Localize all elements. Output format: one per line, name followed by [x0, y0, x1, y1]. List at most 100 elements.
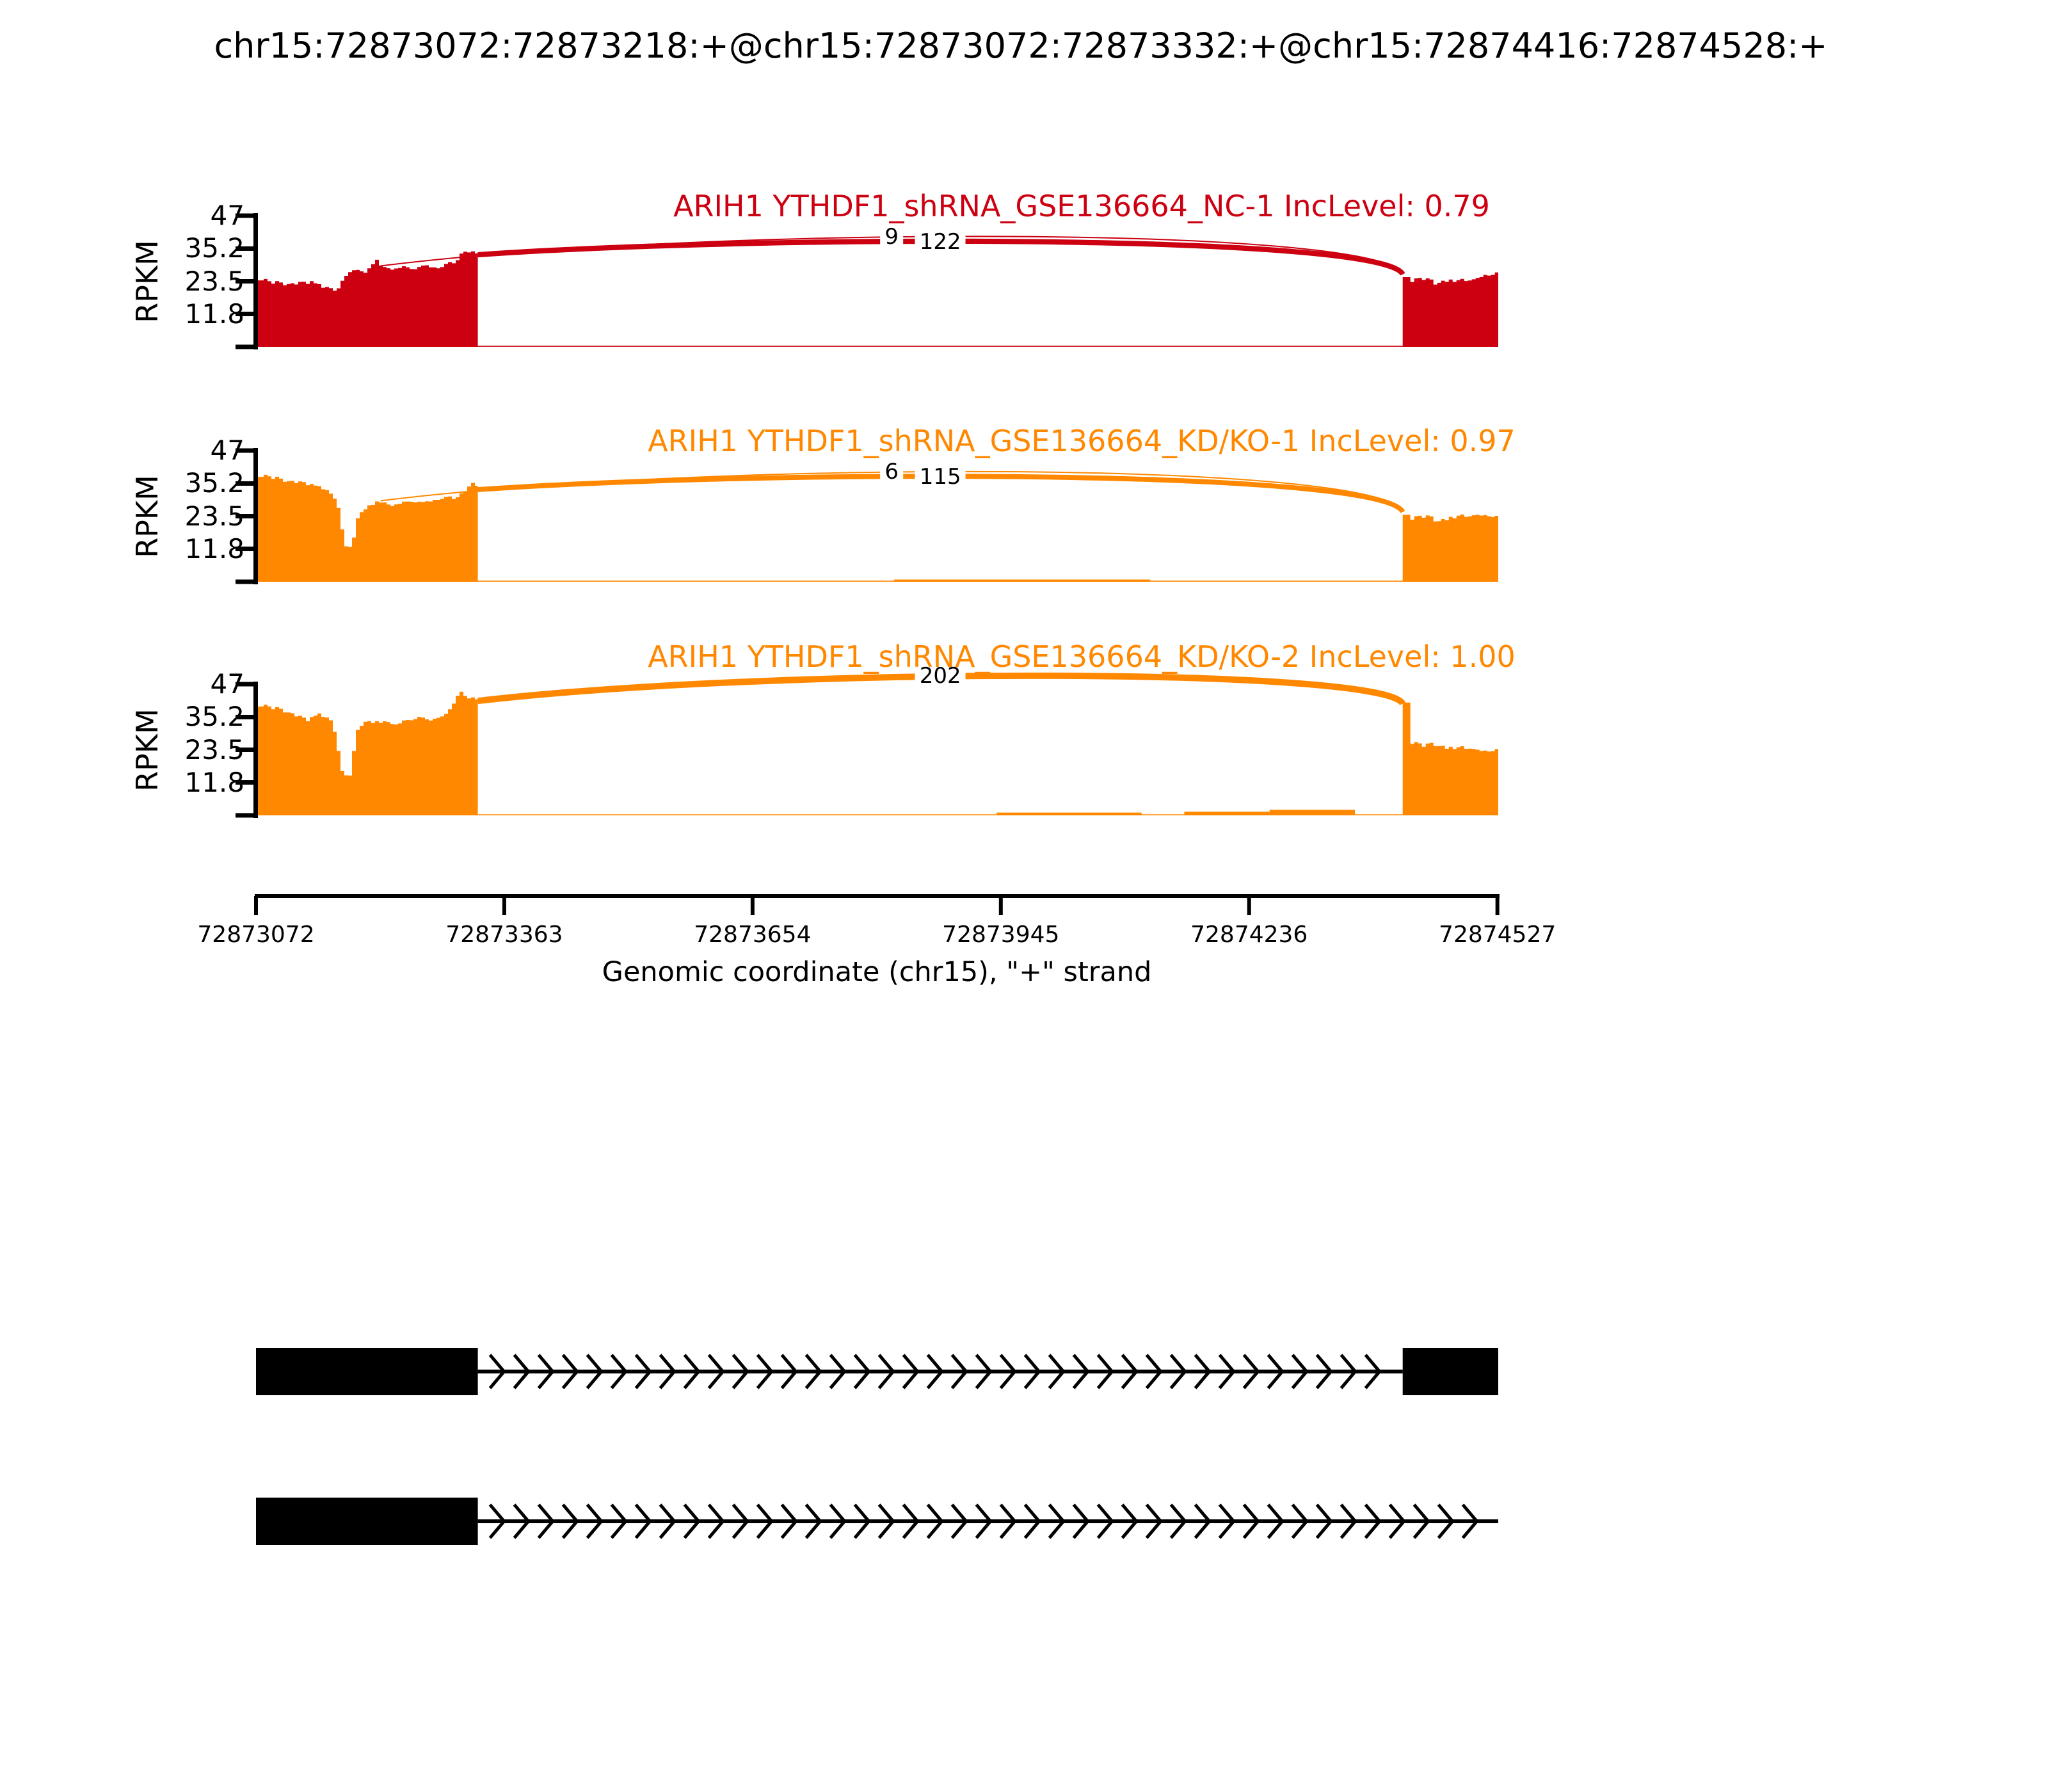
x-tick-label: 72873363	[445, 922, 563, 948]
junction-count: 202	[915, 663, 966, 688]
y-axis-tick	[236, 682, 253, 687]
y-tick-label: 35.2	[184, 467, 244, 499]
junction-arc	[477, 672, 1406, 706]
x-axis-tick	[1247, 896, 1251, 915]
y-axis-tick	[236, 344, 253, 349]
y-axis-tick	[236, 514, 253, 518]
strand-direction-chevron	[829, 1503, 847, 1539]
strand-direction-chevron	[1291, 1503, 1309, 1539]
y-axis-title: RPKM	[130, 239, 164, 323]
y-tick-label: 23.5	[184, 265, 244, 297]
strand-direction-chevron	[1145, 1354, 1163, 1389]
strand-direction-chevron	[561, 1503, 579, 1539]
y-axis-spine	[253, 213, 258, 349]
strand-direction-chevron	[610, 1354, 628, 1389]
y-tick-label: 11.8	[184, 532, 244, 564]
coverage-area-left-exon	[256, 251, 478, 347]
strand-direction-chevron	[975, 1503, 993, 1539]
strand-direction-chevron	[683, 1354, 701, 1389]
transcript-exon	[256, 1498, 478, 1545]
y-tick-label: 11.8	[184, 766, 244, 798]
y-axis-tick	[236, 547, 253, 552]
coverage-area-left-exon	[256, 691, 478, 815]
x-tick-label: 72874236	[1190, 922, 1308, 948]
strand-direction-chevron	[513, 1503, 531, 1539]
strand-direction-chevron	[780, 1354, 798, 1389]
y-tick-label: 47	[210, 200, 244, 231]
strand-direction-chevron	[1096, 1354, 1114, 1389]
strand-direction-chevron	[853, 1503, 871, 1539]
y-axis-tick	[236, 748, 253, 752]
x-axis-tick	[750, 896, 755, 915]
strand-direction-chevron	[1267, 1354, 1284, 1389]
strand-direction-chevron	[1023, 1354, 1041, 1389]
junction-count: 115	[915, 465, 966, 490]
y-axis-title: RPKM	[130, 708, 164, 792]
y-axis-spine	[253, 448, 258, 584]
intron-coverage	[1184, 812, 1270, 815]
strand-direction-chevron	[756, 1503, 774, 1539]
junction-count: 122	[915, 229, 966, 254]
strand-direction-chevron	[1242, 1354, 1260, 1389]
strand-direction-chevron	[950, 1503, 968, 1539]
y-tick-label: 35.2	[184, 701, 244, 733]
strand-direction-chevron	[1267, 1503, 1284, 1539]
y-axis-tick	[236, 481, 253, 486]
strand-direction-chevron	[1437, 1503, 1455, 1539]
x-axis-tick	[502, 896, 506, 915]
coverage-baseline	[256, 814, 1498, 815]
y-axis-tick	[236, 780, 253, 785]
strand-direction-chevron	[756, 1354, 774, 1389]
junction-arc	[477, 238, 1405, 276]
strand-direction-chevron	[1194, 1354, 1212, 1389]
x-axis-tick	[998, 896, 1003, 915]
strand-direction-chevron	[975, 1354, 993, 1389]
coverage-baseline	[256, 580, 1498, 582]
y-axis-tick	[236, 279, 253, 284]
strand-direction-chevron	[902, 1354, 920, 1389]
strand-direction-chevron	[1194, 1503, 1212, 1539]
strand-direction-chevron	[1388, 1503, 1406, 1539]
strand-direction-chevron	[926, 1354, 944, 1389]
coverage-area-right-exon	[1402, 272, 1498, 347]
y-axis-spine	[253, 682, 258, 818]
strand-direction-chevron	[1048, 1503, 1066, 1539]
coverage-area-right-exon	[1402, 512, 1498, 582]
y-axis-tick	[236, 246, 253, 251]
strand-direction-chevron	[1291, 1354, 1309, 1389]
strand-direction-chevron	[780, 1503, 798, 1539]
strand-direction-chevron	[732, 1503, 749, 1539]
y-axis-title: RPKM	[130, 474, 164, 558]
y-axis-tick	[236, 714, 253, 719]
y-tick-label: 23.5	[184, 500, 244, 532]
coverage-area-right-exon	[1402, 702, 1498, 815]
strand-direction-chevron	[488, 1354, 506, 1389]
x-tick-label: 72873654	[694, 922, 812, 948]
strand-direction-chevron	[1169, 1503, 1187, 1539]
transcript-exon	[256, 1348, 478, 1395]
strand-direction-chevron	[1218, 1503, 1236, 1539]
y-tick-label: 47	[210, 668, 244, 700]
strand-direction-chevron	[634, 1503, 652, 1539]
strand-direction-chevron	[659, 1354, 676, 1389]
strand-direction-chevron	[659, 1503, 676, 1539]
coverage-baseline	[256, 346, 1498, 347]
strand-direction-chevron	[877, 1503, 895, 1539]
strand-direction-chevron	[1121, 1354, 1139, 1389]
intron-coverage	[894, 579, 1151, 582]
strand-direction-chevron	[1096, 1503, 1114, 1539]
strand-direction-chevron	[1072, 1354, 1090, 1389]
strand-direction-chevron	[586, 1503, 604, 1539]
y-axis-tick	[236, 813, 253, 818]
y-axis-tick	[236, 579, 253, 584]
strand-direction-chevron	[561, 1354, 579, 1389]
y-axis-tick	[236, 312, 253, 317]
strand-direction-chevron	[1023, 1503, 1041, 1539]
strand-direction-chevron	[829, 1354, 847, 1389]
strand-direction-chevron	[1461, 1503, 1479, 1539]
strand-direction-chevron	[707, 1503, 725, 1539]
x-tick-label: 72873945	[942, 922, 1060, 948]
coverage-area-left-exon	[256, 474, 478, 582]
x-axis-tick	[1495, 896, 1500, 915]
